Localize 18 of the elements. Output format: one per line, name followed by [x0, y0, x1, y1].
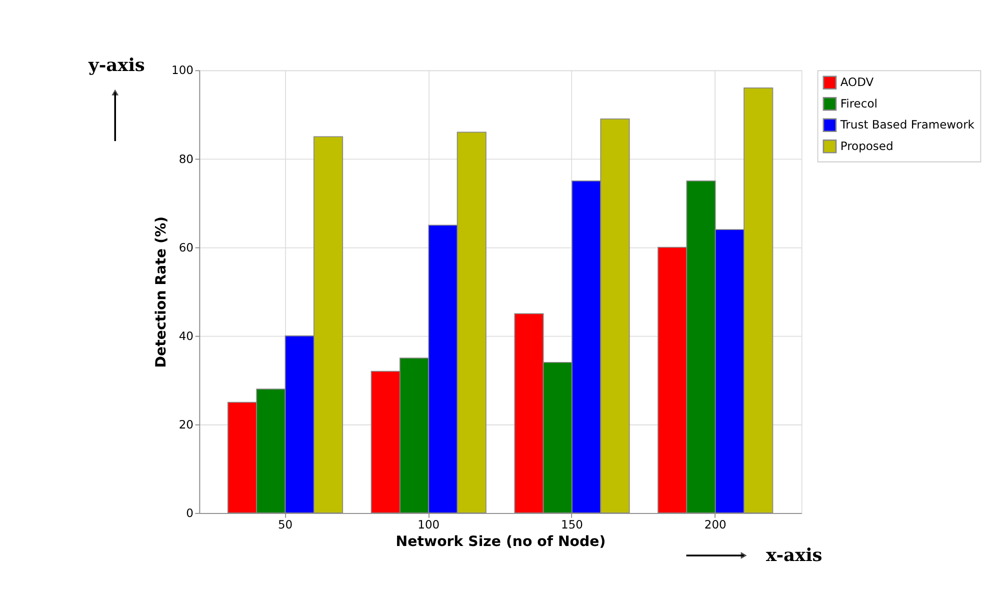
y-tick-label: 20 [178, 417, 194, 432]
legend-label: Trust Based Framework [839, 118, 975, 132]
y-tick-label: 60 [178, 240, 194, 254]
y-tick-label: 80 [178, 152, 194, 166]
legend-label: Proposed [840, 138, 894, 153]
y-tick-label: 100 [172, 63, 194, 78]
x-tick-label: 50 [278, 517, 293, 532]
x-axis-title: Network Size (no of Node) [396, 534, 606, 550]
x-tick-label: 100 [418, 517, 440, 532]
x-tick-label: 200 [704, 517, 726, 532]
y-axis-title: Detection Rate (%) [153, 216, 170, 368]
x-tick-label: 150 [561, 517, 583, 532]
legend-label: Firecol [840, 96, 878, 110]
text: x-axis [766, 544, 822, 566]
text: y-axis [88, 55, 145, 76]
legend-label: AODV [840, 75, 874, 90]
y-tick-label: 40 [178, 328, 194, 343]
y-tick-label: 0 [186, 506, 194, 520]
